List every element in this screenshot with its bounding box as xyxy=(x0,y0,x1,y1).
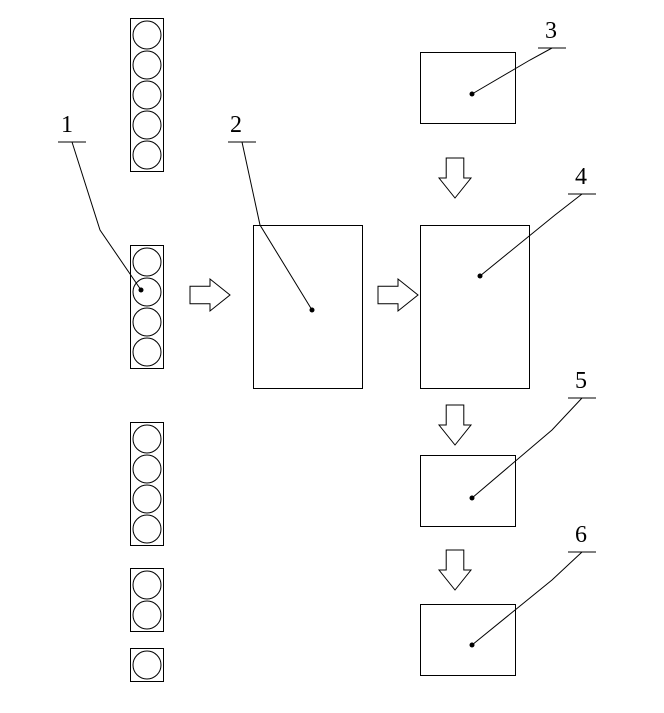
callout-label-1: 1 xyxy=(61,112,73,139)
box-2 xyxy=(253,225,363,389)
circle-stack-3 xyxy=(130,568,164,632)
box-5 xyxy=(420,455,516,527)
circle-stack-2 xyxy=(130,422,164,546)
box-3 xyxy=(420,52,516,124)
callout-label-4: 4 xyxy=(575,164,587,191)
diagram-stage: 1 2 3 4 5 6 xyxy=(0,0,664,713)
box-4 xyxy=(420,225,530,389)
callout-label-6: 6 xyxy=(575,522,587,549)
circle-stack-4 xyxy=(130,648,164,682)
box-6 xyxy=(420,604,516,676)
callout-label-3: 3 xyxy=(545,18,557,45)
callout-label-5: 5 xyxy=(575,368,587,395)
circle-stack-1 xyxy=(130,245,164,369)
circle-stack-0 xyxy=(130,18,164,172)
callout-label-2: 2 xyxy=(230,112,242,139)
